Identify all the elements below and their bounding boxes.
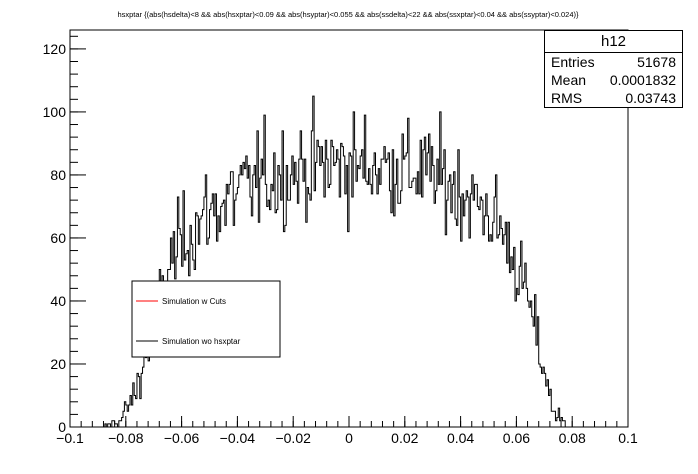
stats-row-entries: Entries 51678 bbox=[545, 53, 682, 71]
x-tick-label: 0.04 bbox=[447, 430, 474, 446]
histogram-series bbox=[70, 95, 628, 428]
stats-rms-label: RMS bbox=[551, 90, 583, 106]
stats-row-mean: Mean 0.0001832 bbox=[545, 71, 682, 89]
y-tick-label: 40 bbox=[50, 293, 66, 309]
stats-entries-value: 51678 bbox=[637, 54, 676, 70]
x-tick-label: −0.1 bbox=[56, 430, 84, 446]
x-tick-label: −0.06 bbox=[164, 430, 200, 446]
legend-label-wo: Simulation wo hsxptar bbox=[162, 337, 241, 346]
y-tick-label: 0 bbox=[58, 419, 66, 435]
x-tick-label: 0.08 bbox=[559, 430, 586, 446]
x-tick-label: 0.1 bbox=[618, 430, 638, 446]
stats-entries-label: Entries bbox=[551, 54, 595, 70]
y-tick-label: 100 bbox=[43, 104, 67, 120]
legend-label-cuts: Simulation w Cuts bbox=[162, 297, 226, 306]
x-tick-label: −0.02 bbox=[275, 430, 311, 446]
legend-box bbox=[131, 280, 281, 358]
stats-histogram-name: h12 bbox=[545, 31, 682, 53]
stats-mean-label: Mean bbox=[551, 72, 587, 88]
stats-row-rms: RMS 0.03743 bbox=[545, 89, 682, 107]
y-tick-label: 60 bbox=[50, 230, 66, 246]
histogram-line bbox=[70, 95, 628, 428]
y-tick-label: 20 bbox=[50, 356, 66, 372]
legend: Simulation w Cuts Simulation wo hsxptar bbox=[131, 280, 281, 358]
stats-mean-value: 0.0001832 bbox=[609, 72, 676, 88]
x-tick-label: 0 bbox=[345, 430, 353, 446]
x-tick-label: 0.06 bbox=[503, 430, 530, 446]
stats-box: h12 Entries 51678 Mean 0.0001832 RMS 0.0… bbox=[544, 30, 683, 108]
x-tick-label: −0.08 bbox=[108, 430, 144, 446]
y-tick-label: 120 bbox=[43, 41, 67, 57]
chart-title: hsxptar {(abs(hsdelta)<8 && abs(hsxptar)… bbox=[117, 10, 579, 19]
x-tick-label: 0.02 bbox=[391, 430, 418, 446]
stats-rms-value: 0.03743 bbox=[625, 90, 676, 106]
x-tick-label: −0.04 bbox=[220, 430, 256, 446]
y-tick-label: 80 bbox=[50, 167, 66, 183]
axes: −0.1 −0.08 −0.06 −0.04 −0.02 0 0.02 0.04 0.06 0.0… bbox=[43, 35, 638, 446]
